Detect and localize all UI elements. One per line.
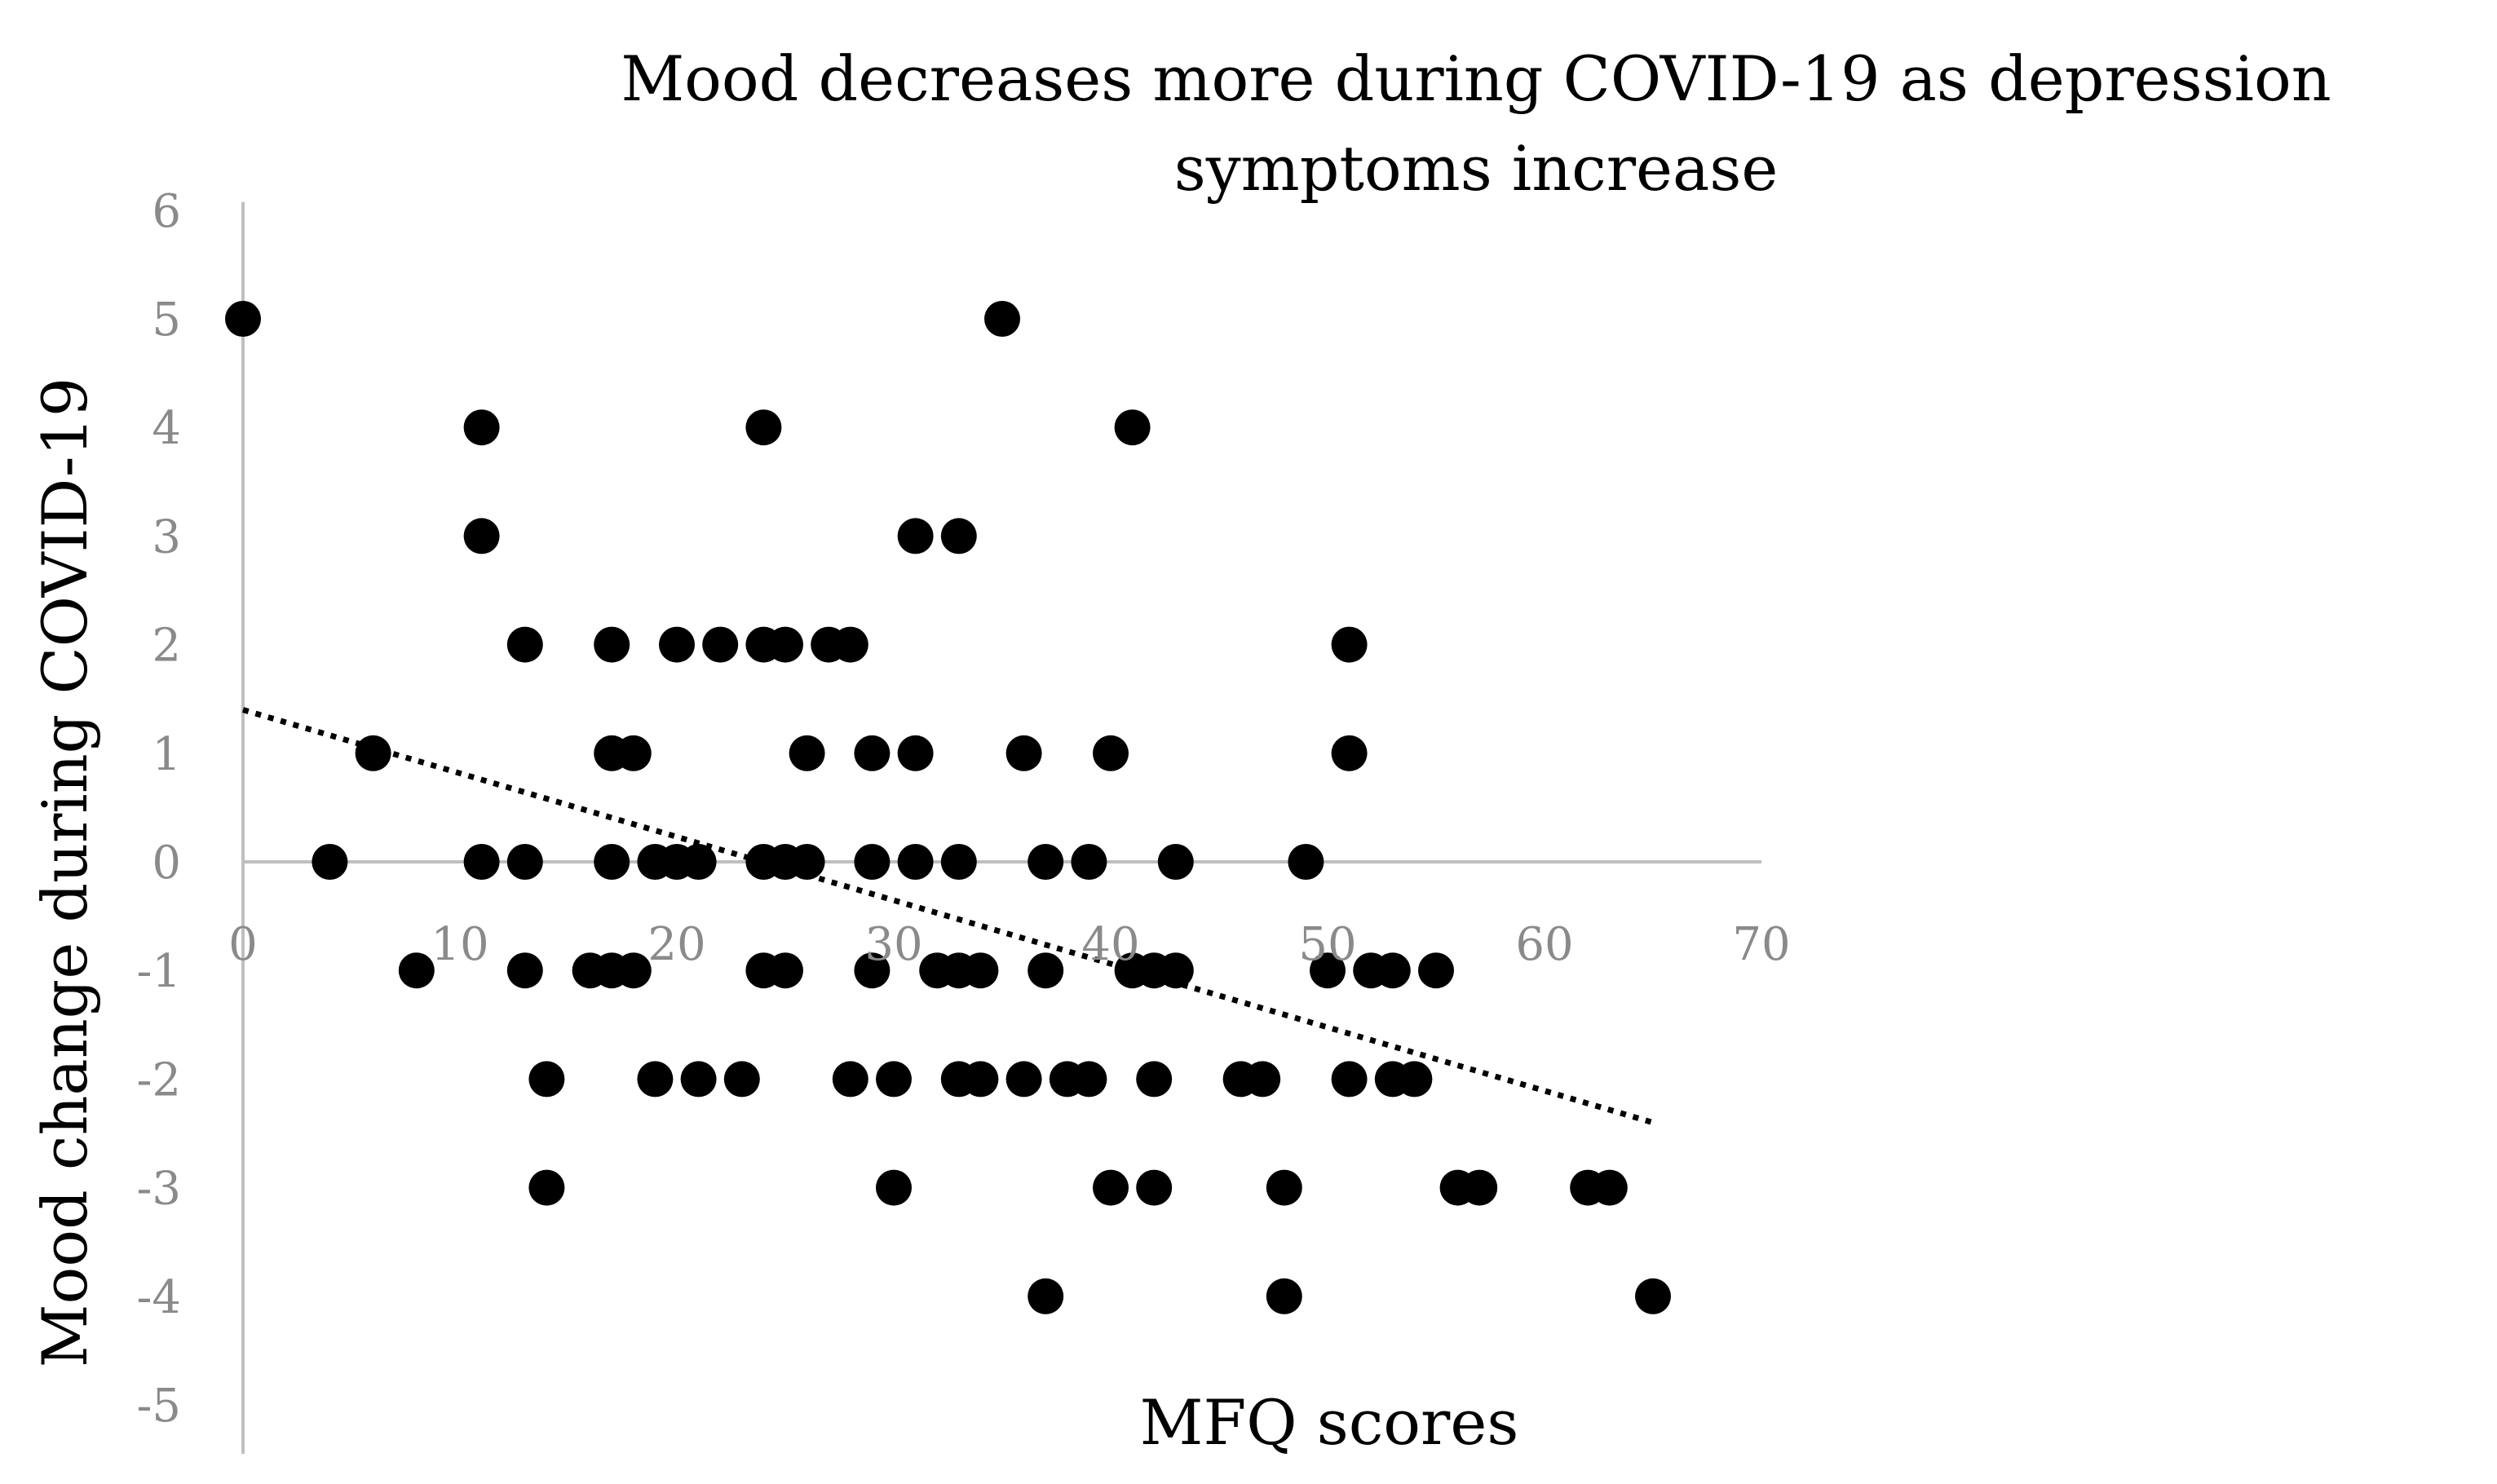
- y-tick-label: -4: [136, 1271, 181, 1324]
- data-point: [463, 844, 500, 880]
- data-point: [506, 844, 543, 880]
- data-point: [1331, 1061, 1368, 1098]
- data-point: [745, 409, 782, 446]
- data-point: [659, 626, 695, 663]
- data-point: [355, 735, 391, 771]
- data-point: [1635, 1278, 1671, 1314]
- data-point: [832, 626, 868, 663]
- x-tick-label: 20: [647, 918, 705, 971]
- data-point: [876, 1061, 912, 1098]
- y-tick-label: -1: [136, 945, 181, 998]
- x-tick-label: 30: [864, 918, 922, 971]
- data-point: [1157, 844, 1194, 880]
- data-point: [312, 844, 348, 880]
- trendline: [242, 707, 1654, 1126]
- y-tick-label: -2: [136, 1053, 181, 1106]
- x-tick-label: 60: [1515, 918, 1573, 971]
- data-point: [723, 1061, 760, 1098]
- data-point: [615, 735, 652, 771]
- data-point: [680, 844, 717, 880]
- data-point: [1071, 1061, 1107, 1098]
- data-point: [506, 952, 543, 989]
- data-point: [1028, 844, 1064, 880]
- data-point: [1418, 952, 1454, 989]
- data-point: [528, 1169, 565, 1206]
- data-point: [1266, 1169, 1302, 1206]
- y-tick-label: -5: [136, 1380, 181, 1433]
- data-point: [1288, 844, 1324, 880]
- y-tick-label: 2: [152, 620, 181, 673]
- data-point: [615, 952, 652, 989]
- y-tick-label: -3: [136, 1163, 181, 1216]
- data-point: [789, 735, 825, 771]
- data-point: [897, 518, 934, 554]
- data-point: [1114, 409, 1151, 446]
- data-point: [463, 409, 500, 446]
- data-point: [680, 1061, 717, 1098]
- data-point: [832, 1061, 868, 1098]
- data-point: [1331, 735, 1368, 771]
- data-point: [984, 301, 1020, 337]
- data-point: [225, 301, 261, 337]
- data-point: [854, 735, 891, 771]
- data-point: [1028, 952, 1064, 989]
- data-point: [594, 844, 630, 880]
- y-tick-label: 1: [152, 728, 181, 781]
- data-point: [1093, 1169, 1129, 1206]
- data-point: [1310, 952, 1346, 989]
- x-tick-label: 50: [1298, 918, 1356, 971]
- data-point: [854, 844, 891, 880]
- data-point: [962, 1061, 999, 1098]
- data-point: [1005, 735, 1042, 771]
- data-point: [1071, 844, 1107, 880]
- data-point: [897, 844, 934, 880]
- y-tick-label: 0: [152, 837, 181, 890]
- data-point: [702, 626, 739, 663]
- data-point: [1461, 1169, 1498, 1206]
- x-tick-label: 10: [431, 918, 488, 971]
- data-point: [876, 1169, 912, 1206]
- data-point: [940, 844, 977, 880]
- data-point: [637, 1061, 674, 1098]
- data-point: [1266, 1278, 1302, 1314]
- data-point: [506, 626, 543, 663]
- data-point: [1093, 735, 1129, 771]
- data-point: [1331, 626, 1368, 663]
- data-point: [1244, 1061, 1281, 1098]
- data-point: [1136, 1061, 1173, 1098]
- chart-title: Mood decreases more during COVID-19 as d…: [621, 42, 2331, 205]
- data-point: [398, 952, 435, 989]
- y-tick-label: 5: [152, 294, 181, 347]
- data-point: [463, 518, 500, 554]
- data-point: [854, 952, 891, 989]
- data-point: [789, 844, 825, 880]
- x-axis-label: MFQ scores: [1139, 1386, 1519, 1459]
- data-point: [1028, 1278, 1064, 1314]
- x-tick-label: 70: [1732, 918, 1790, 971]
- data-point: [962, 952, 999, 989]
- y-tick-label: 6: [152, 185, 181, 238]
- data-point: [767, 626, 803, 663]
- y-tick-label: 4: [152, 402, 181, 455]
- data-point: [1157, 952, 1194, 989]
- data-point: [1396, 1061, 1433, 1098]
- data-point: [528, 1061, 565, 1098]
- data-point: [897, 735, 934, 771]
- data-point: [1136, 1169, 1173, 1206]
- data-point: [940, 518, 977, 554]
- x-tick-label: 40: [1081, 918, 1139, 971]
- data-point: [1005, 1061, 1042, 1098]
- data-point: [594, 626, 630, 663]
- x-tick-label: 0: [228, 918, 258, 971]
- data-point: [1591, 1169, 1628, 1206]
- y-tick-label: 3: [152, 510, 181, 563]
- data-point: [1374, 952, 1411, 989]
- data-point: [767, 952, 803, 989]
